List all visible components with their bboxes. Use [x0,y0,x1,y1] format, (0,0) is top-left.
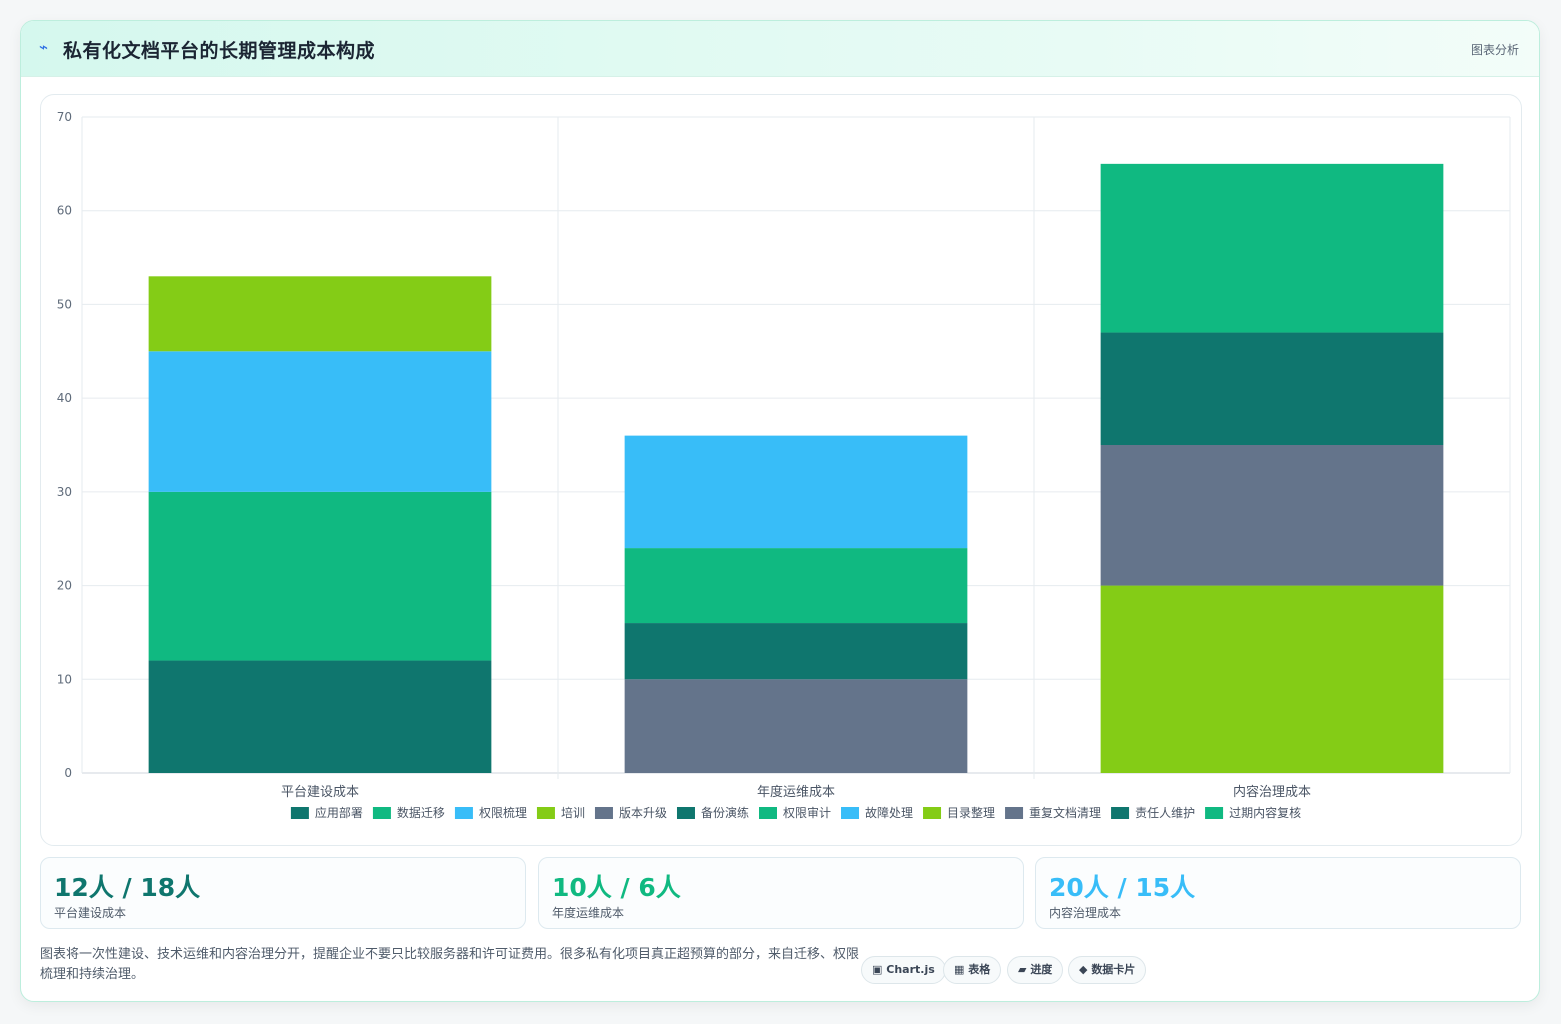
stat-value: 12人 / 18人 [54,873,201,902]
lightning-icon: ⌁ [39,38,49,56]
stat-card-ops: 10人 / 6人 年度运维成本 [538,857,1024,929]
legend-label: 备份演练 [701,805,749,820]
header-tag[interactable]: 图表分析 [1470,43,1519,57]
chart-card: ⌁ 私有化文档平台的长期管理成本构成 图表分析 0 10 20 30 40 50 60 70 平… [20,20,1540,1002]
x-tick-label: 内容治理成本 [1233,784,1311,800]
legend-swatch [1005,807,1024,819]
page-title: 私有化文档平台的长期管理成本构成 [63,40,376,62]
stat-card-build: 12人 / 18人 平台建设成本 [40,857,526,929]
x-tick-label: 年度运维成本 [757,784,835,800]
y-tick-label: 0 [64,766,72,780]
chip-label: Chart.js [886,963,935,976]
stat-value: 10人 / 6人 [552,873,681,902]
legend-swatch [1111,807,1130,819]
bar-segment [148,276,492,352]
y-tick-label: 20 [57,579,72,593]
legend-swatch [290,807,309,819]
stat-value: 20人 / 15人 [1049,873,1196,902]
stat-label: 内容治理成本 [1049,906,1122,920]
y-tick-label: 70 [57,110,72,124]
bar-segment [148,491,492,661]
legend-label: 数据迁移 [397,805,445,820]
chip-label: 进度 [1030,963,1053,976]
legend-swatch [372,807,391,819]
legend-label: 目录整理 [947,805,995,820]
stat-label: 年度运维成本 [552,906,625,920]
bar-segment [148,660,492,773]
legend-swatch [759,807,777,819]
x-tick-label: 平台建设成本 [281,785,359,800]
legend-label: 版本升级 [619,806,667,820]
bar-segment [624,435,968,549]
stat-label: 平台建设成本 [54,906,127,920]
bar-segment [148,351,492,492]
legend-swatch [594,807,613,819]
legend-label: 权限审计 [783,805,831,820]
legend-label: 权限梳理 [479,805,527,820]
legend-swatch [536,807,555,819]
table-icon: ▦ [954,963,965,976]
bar-segment [624,679,968,773]
bar-segment [1100,585,1444,773]
y-tick-label: 30 [57,485,72,499]
bar-segment [1100,445,1444,586]
legend-swatch [676,807,695,819]
y-tick-label: 60 [57,204,72,218]
y-tick-label: 10 [57,672,72,686]
legend-swatch [1205,807,1224,819]
legend-label: 培训 [561,805,585,820]
stat-card-governance: 20人 / 15人 内容治理成本 [1035,857,1521,929]
legend-label: 重复文档清理 [1029,805,1101,820]
chart-description: 图表将一次性建设、技术运维和内容治理分开，提醒企业不要只比较服务器和许可证费用。… [40,947,860,982]
legend-swatch [454,807,473,819]
chip-label: 数据卡片 [1091,963,1136,976]
bar-segment [1100,332,1444,445]
y-tick-label: 50 [57,297,72,311]
y-tick-label: 40 [57,391,72,405]
bar-segment [1100,163,1444,333]
stat-cards: 12人 / 18人 平台建设成本 10人 / 6人 年度运维成本 20人 / 1… [40,857,1522,929]
legend-label: 应用部署 [315,805,363,820]
chart-container: 0 10 20 30 40 50 60 70 平台建设成本 年度运维成本 内容治理成本应用部署 数据迁… [40,94,1522,846]
legend-swatch [923,807,942,819]
legend-label: 故障处理 [865,805,913,820]
chip-data-card[interactable]: ◆ 数据卡片 [1068,956,1147,984]
chip-chartjs[interactable]: ▣ Chart.js [861,956,946,984]
bar-segment [624,623,968,680]
chip-table[interactable]: ▦ 表格 [943,956,1002,984]
chip-progress[interactable]: ▰ 进度 [1007,956,1064,984]
legend-swatch [841,807,860,819]
diamond-icon: ◆ [1079,963,1088,976]
legend-label: 责任人维护 [1135,806,1195,820]
card-header: ⌁ 私有化文档平台的长期管理成本构成 图表分析 [21,21,1539,77]
progress-icon: ▰ [1018,963,1027,976]
legend-label: 过期内容复核 [1229,805,1301,820]
chip-label: 表格 [968,963,991,976]
chart-icon: ▣ [872,963,883,976]
bar-segment [624,548,968,624]
